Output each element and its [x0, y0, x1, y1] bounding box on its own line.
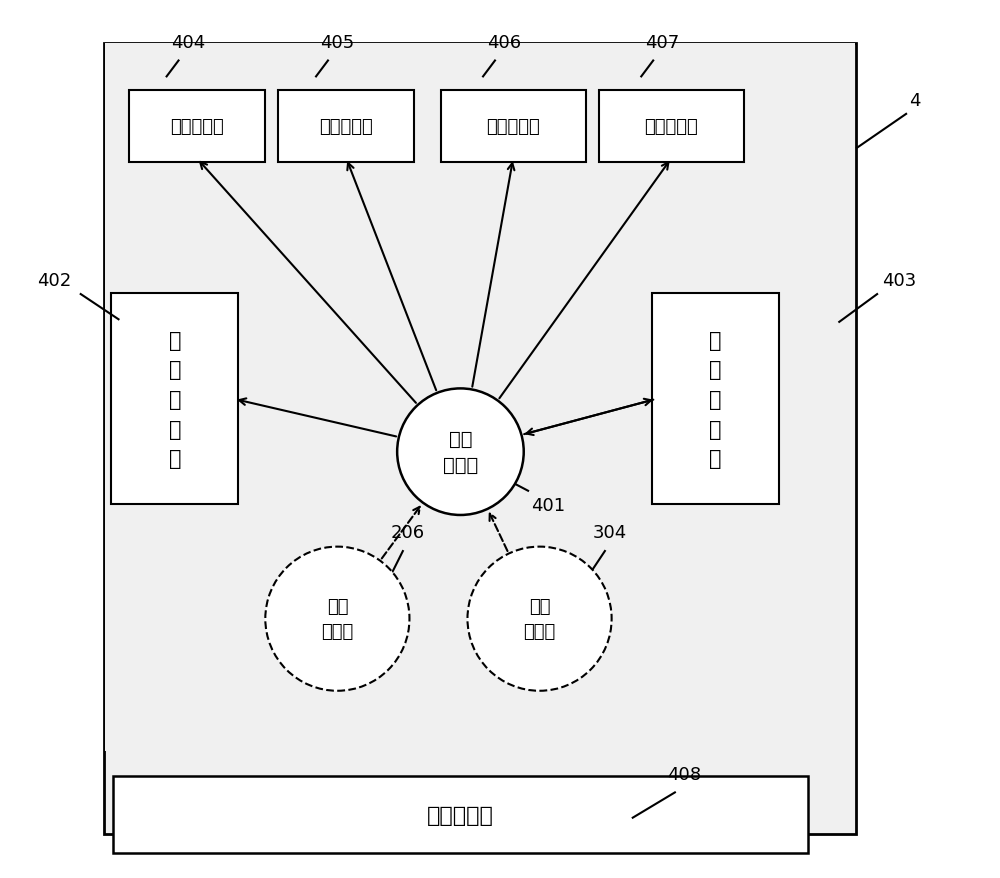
Bar	[111, 294, 238, 505]
Text: 304: 304	[593, 524, 627, 542]
Bar	[104, 44, 856, 834]
Text: 空调控制器: 空调控制器	[486, 119, 540, 136]
Text: 403: 403	[882, 272, 917, 290]
Text: 光敏
传感器: 光敏 传感器	[321, 598, 354, 640]
Text: 406: 406	[487, 34, 521, 52]
Text: 4: 4	[909, 92, 920, 110]
Text: 404: 404	[171, 34, 205, 52]
Bar	[441, 91, 586, 163]
Text: 触控显示屏: 触控显示屏	[427, 805, 494, 824]
Text: 温度
传感器: 温度 传感器	[523, 598, 556, 640]
Bar	[599, 91, 744, 163]
Text: 402: 402	[37, 272, 71, 290]
Circle shape	[467, 547, 612, 691]
Bar	[105, 44, 855, 751]
Bar	[652, 294, 779, 505]
Text: 401: 401	[531, 496, 565, 514]
Text: 405: 405	[320, 34, 355, 52]
Bar	[113, 776, 808, 853]
Text: 中央
处理器: 中央 处理器	[443, 429, 478, 475]
Text: 206: 206	[391, 524, 425, 542]
Text: 喷灌控制器: 喷灌控制器	[645, 119, 698, 136]
Bar	[129, 91, 265, 163]
Text: 407: 407	[645, 34, 680, 52]
Text: 灯光控制器: 灯光控制器	[170, 119, 224, 136]
Text: 408: 408	[668, 766, 702, 783]
Text: 风机控制器: 风机控制器	[319, 119, 373, 136]
Circle shape	[397, 389, 524, 515]
Circle shape	[265, 547, 409, 691]
Text: 光
伏
控
制
器: 光 伏 控 制 器	[169, 330, 181, 469]
Text: 热
泵
控
制
器: 热 泵 控 制 器	[709, 330, 722, 469]
Bar	[278, 91, 414, 163]
